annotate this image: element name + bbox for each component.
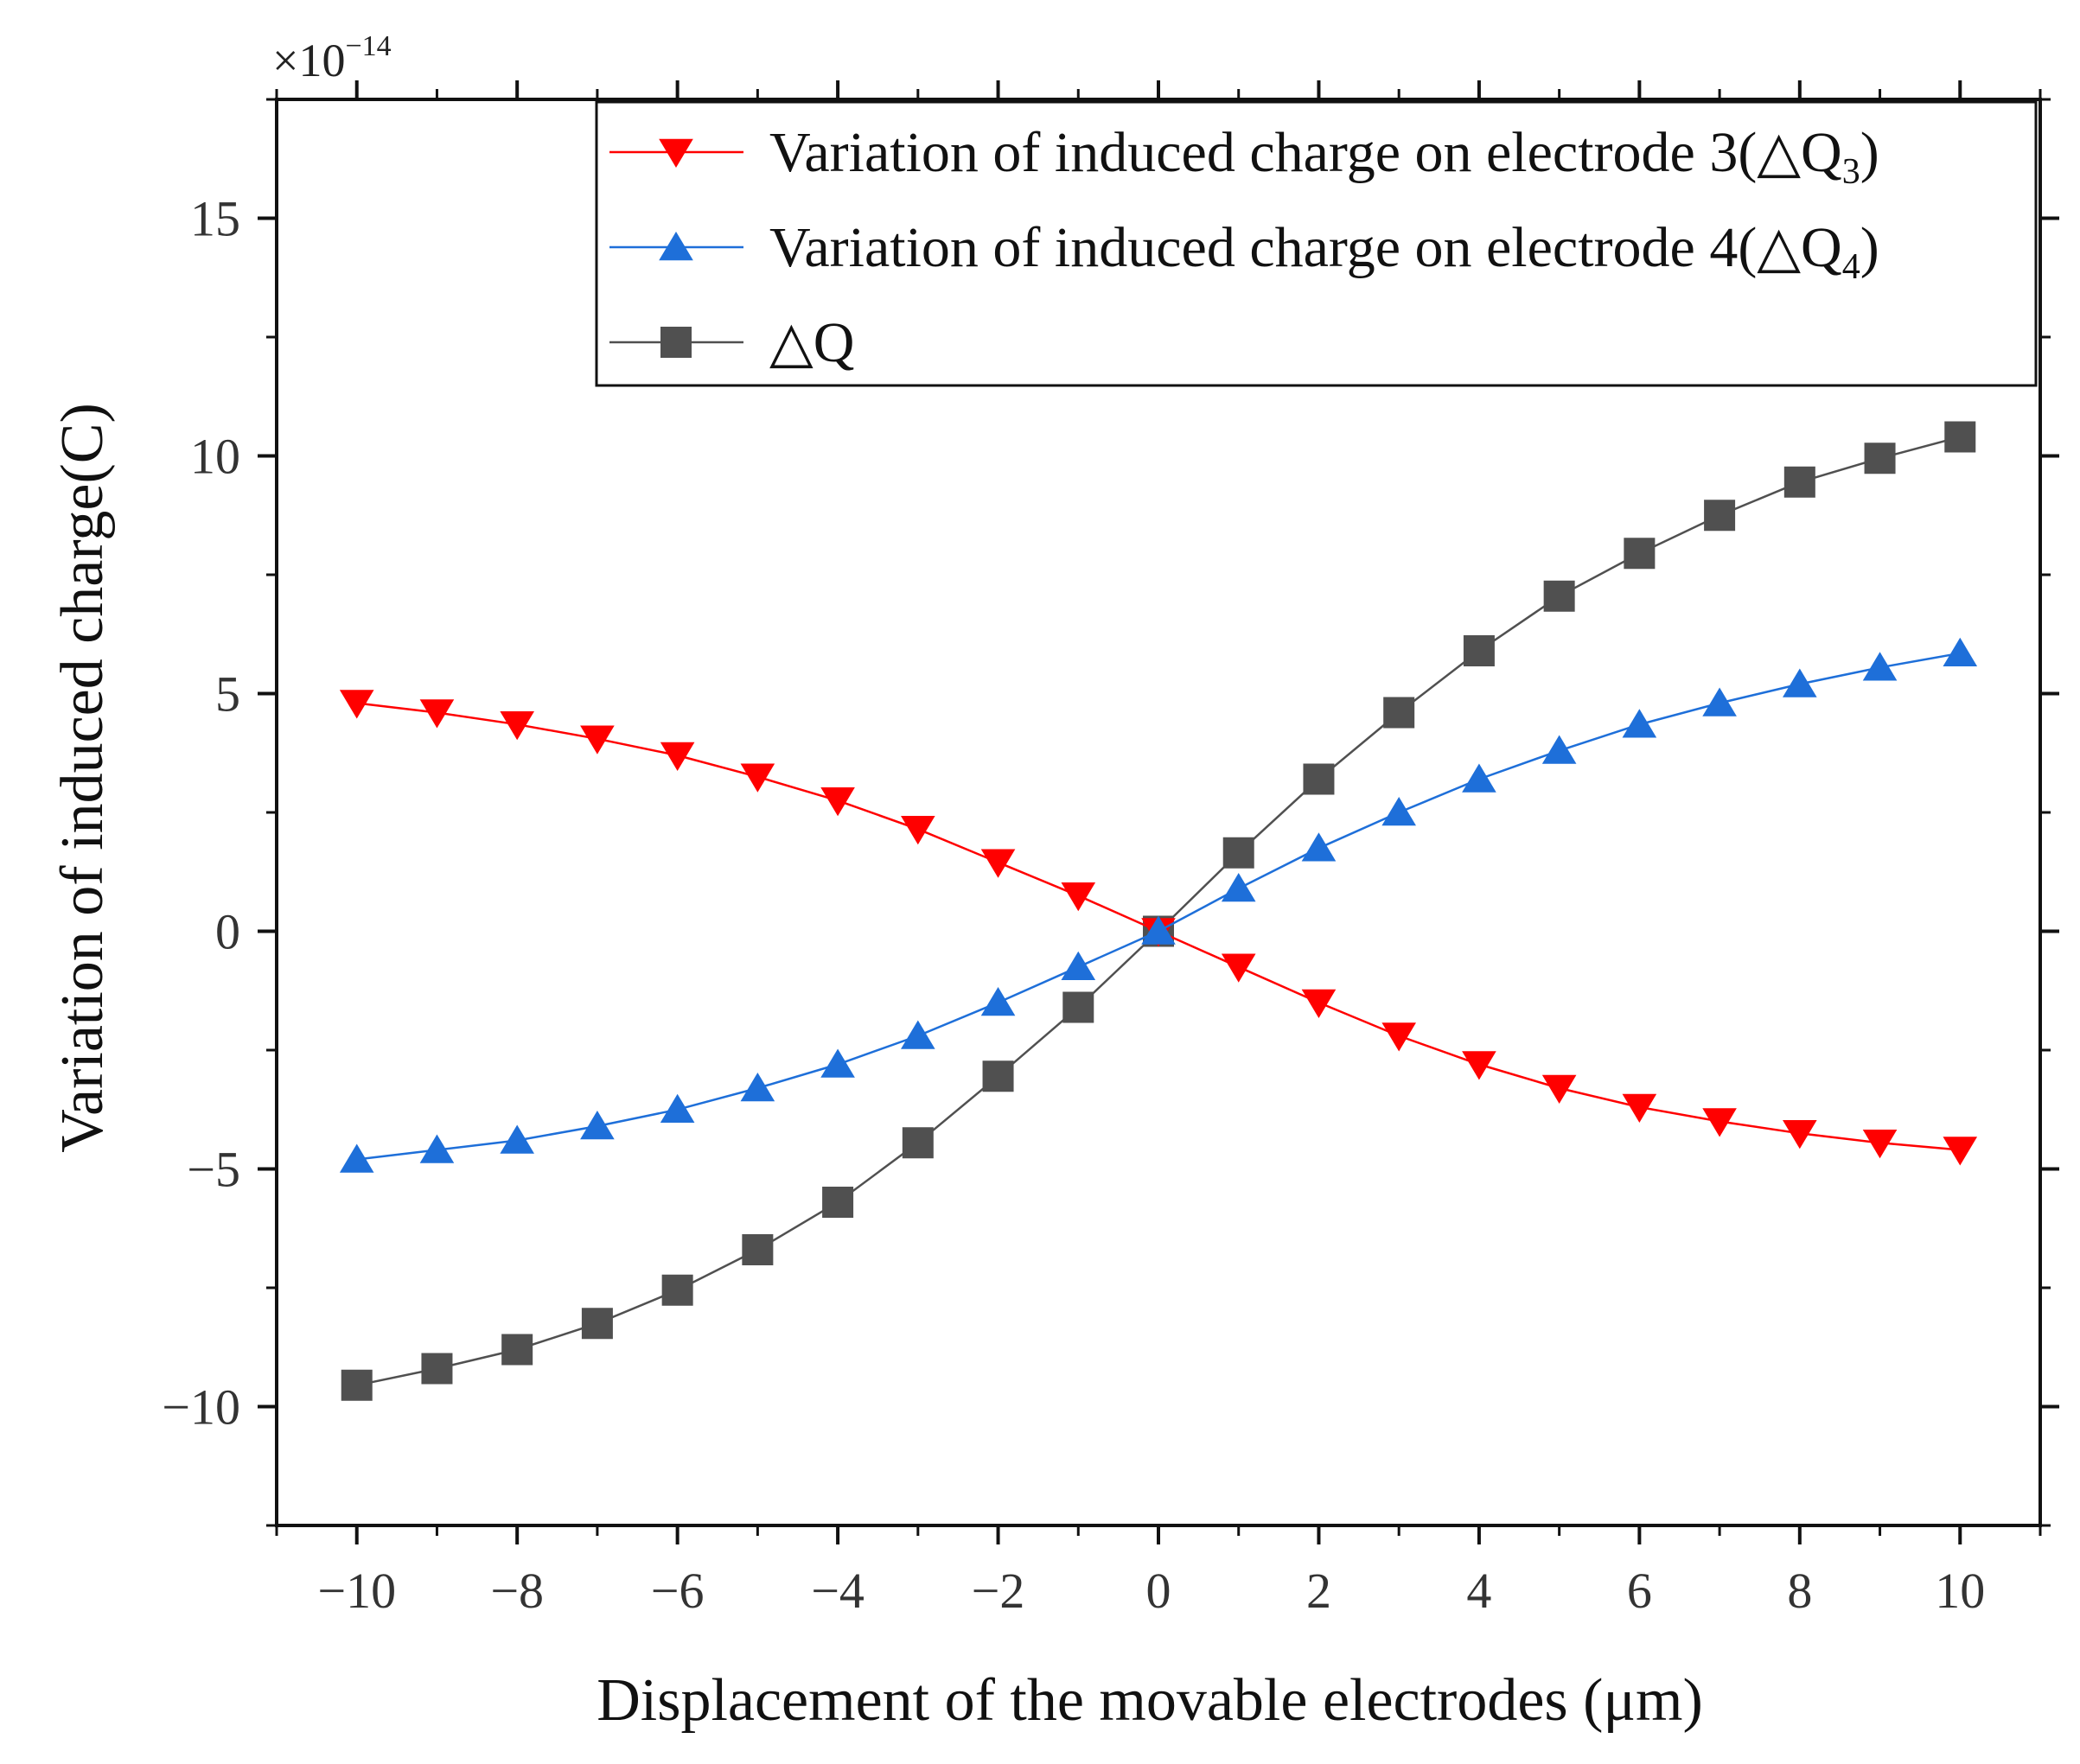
data-point	[1462, 763, 1496, 793]
y-multiplier-label: ×10−14	[272, 30, 392, 86]
data-point	[339, 1143, 374, 1173]
data-point	[1541, 1074, 1577, 1104]
plot-series	[339, 421, 1978, 1401]
y-tick-label: −10	[162, 1379, 240, 1436]
data-point	[1783, 466, 1815, 498]
plot-frame	[275, 98, 2042, 1527]
data-point	[820, 786, 855, 817]
data-point	[1624, 538, 1656, 570]
data-point	[1543, 580, 1575, 612]
data-point	[742, 1234, 774, 1265]
data-point	[1862, 652, 1898, 681]
data-point	[901, 1020, 935, 1049]
y-tick-label: 0	[215, 904, 240, 960]
data-point	[1622, 1093, 1657, 1123]
y-tick-label: −5	[187, 1142, 240, 1198]
x-tick-label: −6	[651, 1563, 705, 1619]
x-tick-label: −8	[490, 1563, 544, 1619]
x-tick-label: 10	[1935, 1563, 1985, 1619]
data-point	[740, 1073, 775, 1102]
data-point	[980, 987, 1016, 1016]
data-point	[1222, 837, 1254, 869]
data-point	[1221, 953, 1256, 983]
data-point	[1943, 1137, 1978, 1166]
data-point	[1141, 915, 1176, 945]
data-point	[421, 1353, 453, 1385]
data-point	[661, 1274, 693, 1306]
legend-label: Variation of induced charge on electrode…	[769, 216, 1879, 287]
data-point	[1864, 443, 1896, 474]
data-point	[1943, 637, 1978, 667]
x-tick-label: −2	[972, 1563, 1025, 1619]
x-tick-label: 4	[1466, 1563, 1491, 1619]
data-point	[1303, 763, 1335, 795]
x-axis-title: Displacement of the movable electrodes (…	[597, 1667, 1703, 1734]
data-point	[1462, 1051, 1496, 1080]
x-tick-label: 6	[1627, 1563, 1652, 1619]
x-tick-label: 2	[1306, 1563, 1331, 1619]
data-point	[1301, 832, 1337, 862]
series-square	[341, 421, 1976, 1401]
x-tick-label: −10	[317, 1563, 396, 1619]
y-tick-label: 15	[190, 191, 240, 247]
data-point	[1783, 668, 1817, 697]
data-point	[1704, 500, 1736, 532]
series-triangle-up	[339, 637, 1978, 1173]
data-point	[822, 1187, 854, 1218]
data-point	[1221, 873, 1256, 902]
legend-label: Variation of induced charge on electrode…	[769, 121, 1879, 192]
data-point	[339, 690, 374, 719]
data-point	[341, 1369, 373, 1401]
legend-marker	[660, 327, 692, 358]
data-point	[1061, 951, 1096, 981]
data-point	[580, 1111, 615, 1140]
data-point	[580, 725, 615, 755]
data-point	[1944, 421, 1976, 453]
y-axis: −10 −5 0 5 10 15	[162, 98, 2059, 1527]
data-point	[1541, 735, 1577, 764]
data-point	[1381, 1022, 1416, 1052]
data-point	[581, 1308, 613, 1340]
x-tick-label: −4	[811, 1563, 865, 1619]
data-point	[1062, 991, 1094, 1023]
data-point	[1783, 1119, 1817, 1149]
data-point	[501, 1334, 533, 1366]
data-point	[1061, 882, 1096, 912]
data-point	[820, 1048, 855, 1078]
data-point	[1301, 989, 1337, 1018]
data-point	[660, 1093, 695, 1124]
data-point	[500, 1124, 534, 1154]
data-point	[901, 815, 935, 845]
data-point	[1622, 709, 1657, 738]
y-tick-label: 10	[190, 429, 240, 485]
data-point	[982, 1060, 1014, 1092]
data-point	[1862, 1129, 1898, 1159]
data-point	[1702, 1108, 1737, 1137]
legend-marker	[659, 138, 693, 168]
data-point	[1463, 635, 1495, 666]
data-point	[419, 699, 455, 729]
legend-box	[595, 100, 2038, 387]
data-point	[902, 1127, 934, 1159]
legend: Variation of induced charge on electrode…	[595, 100, 2038, 387]
data-point	[419, 1134, 455, 1163]
data-point	[660, 742, 695, 771]
y-axis-title: Variation of induced charge(C)	[49, 403, 116, 1153]
data-point	[740, 763, 775, 793]
data-point	[1381, 797, 1416, 826]
x-tick-label: 0	[1146, 1563, 1171, 1619]
y-tick-label: 5	[215, 666, 240, 723]
x-axis: −10 −8 −6 −4 −2 0 2 4 6 8 10	[275, 80, 2042, 1619]
data-point	[500, 710, 534, 741]
legend-label: △Q	[769, 311, 854, 374]
data-point	[1702, 687, 1737, 716]
data-point	[980, 849, 1016, 878]
x-tick-label: 8	[1787, 1563, 1812, 1619]
legend-marker	[659, 232, 693, 261]
data-point	[1383, 697, 1415, 729]
